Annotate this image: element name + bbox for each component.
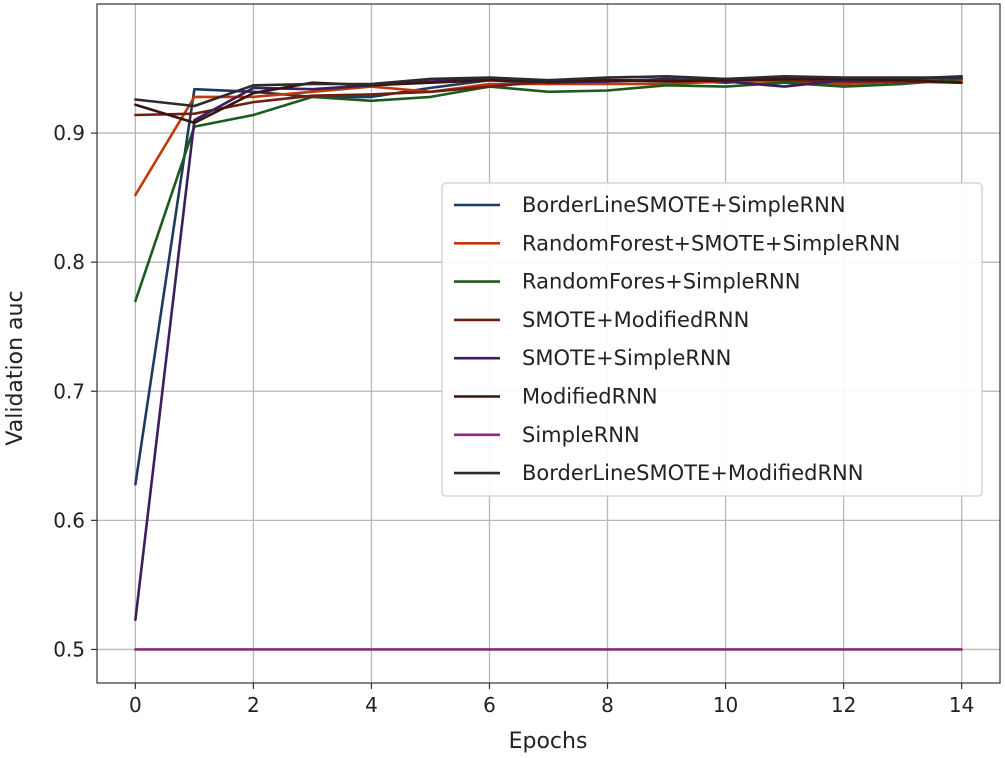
x-axis-ticks: 0 2 4 6 8 10 12 14 <box>129 683 974 717</box>
y-tick-label: 0.5 <box>53 637 85 661</box>
y-tick-label: 0.6 <box>53 508 85 532</box>
legend-box <box>441 182 983 497</box>
x-axis-label: Epochs <box>509 729 588 754</box>
legend-label: RandomForest+SMOTE+SimpleRNN <box>522 231 900 255</box>
series-line-randomforest-smote-simplernn <box>134 78 963 197</box>
legend-label: BorderLineSMOTE+ModifiedRNN <box>522 461 863 485</box>
legend-label: BorderLineSMOTE+SimpleRNN <box>522 193 846 217</box>
series-line-modifiedrnn <box>134 77 963 125</box>
series-line-randomfores-simplernn <box>134 77 963 303</box>
x-tick-label: 14 <box>949 693 974 717</box>
y-tick-label: 0.8 <box>53 250 85 274</box>
y-tick-label: 0.9 <box>53 121 85 145</box>
y-axis-label: Validation auc <box>3 290 28 445</box>
plot-frame <box>96 3 1001 684</box>
x-tick-label: 4 <box>365 693 378 717</box>
legend-label: SimpleRNN <box>522 423 640 447</box>
legend-label: RandomFores+SimpleRNN <box>522 270 800 294</box>
legend-label: SMOTE+ModifiedRNN <box>522 308 749 332</box>
legend-label: ModifiedRNN <box>522 385 658 409</box>
x-tick-label: 10 <box>713 693 738 717</box>
series-lines <box>134 75 963 651</box>
x-tick-label: 6 <box>483 693 496 717</box>
series-line-borderlinesmote-modifiedrnn <box>134 75 963 108</box>
y-tick-label: 0.7 <box>53 379 85 403</box>
y-axis-ticks: 0.5 0.6 0.7 0.8 0.9 <box>53 121 97 661</box>
x-tick-label: 12 <box>831 693 856 717</box>
x-tick-label: 8 <box>601 693 614 717</box>
legend-label: SMOTE+SimpleRNN <box>522 346 731 370</box>
legend: BorderLineSMOTE+SimpleRNN RandomForest+SM… <box>441 182 983 497</box>
x-tick-label: 2 <box>247 693 260 717</box>
x-tick-label: 0 <box>129 693 142 717</box>
